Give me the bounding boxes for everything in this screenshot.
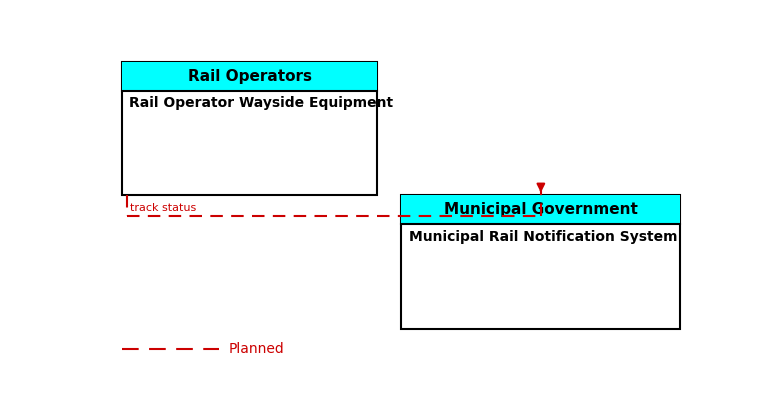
Text: Rail Operators: Rail Operators — [188, 69, 312, 84]
Text: Municipal Government: Municipal Government — [444, 202, 638, 217]
Bar — [122, 62, 377, 91]
Text: track status: track status — [130, 204, 197, 213]
Text: Municipal Rail Notification System: Municipal Rail Notification System — [409, 229, 677, 243]
Text: Planned: Planned — [229, 342, 284, 356]
Bar — [402, 195, 680, 329]
Bar — [122, 62, 377, 195]
Text: Rail Operator Wayside Equipment: Rail Operator Wayside Equipment — [129, 96, 394, 110]
Bar — [402, 195, 680, 224]
